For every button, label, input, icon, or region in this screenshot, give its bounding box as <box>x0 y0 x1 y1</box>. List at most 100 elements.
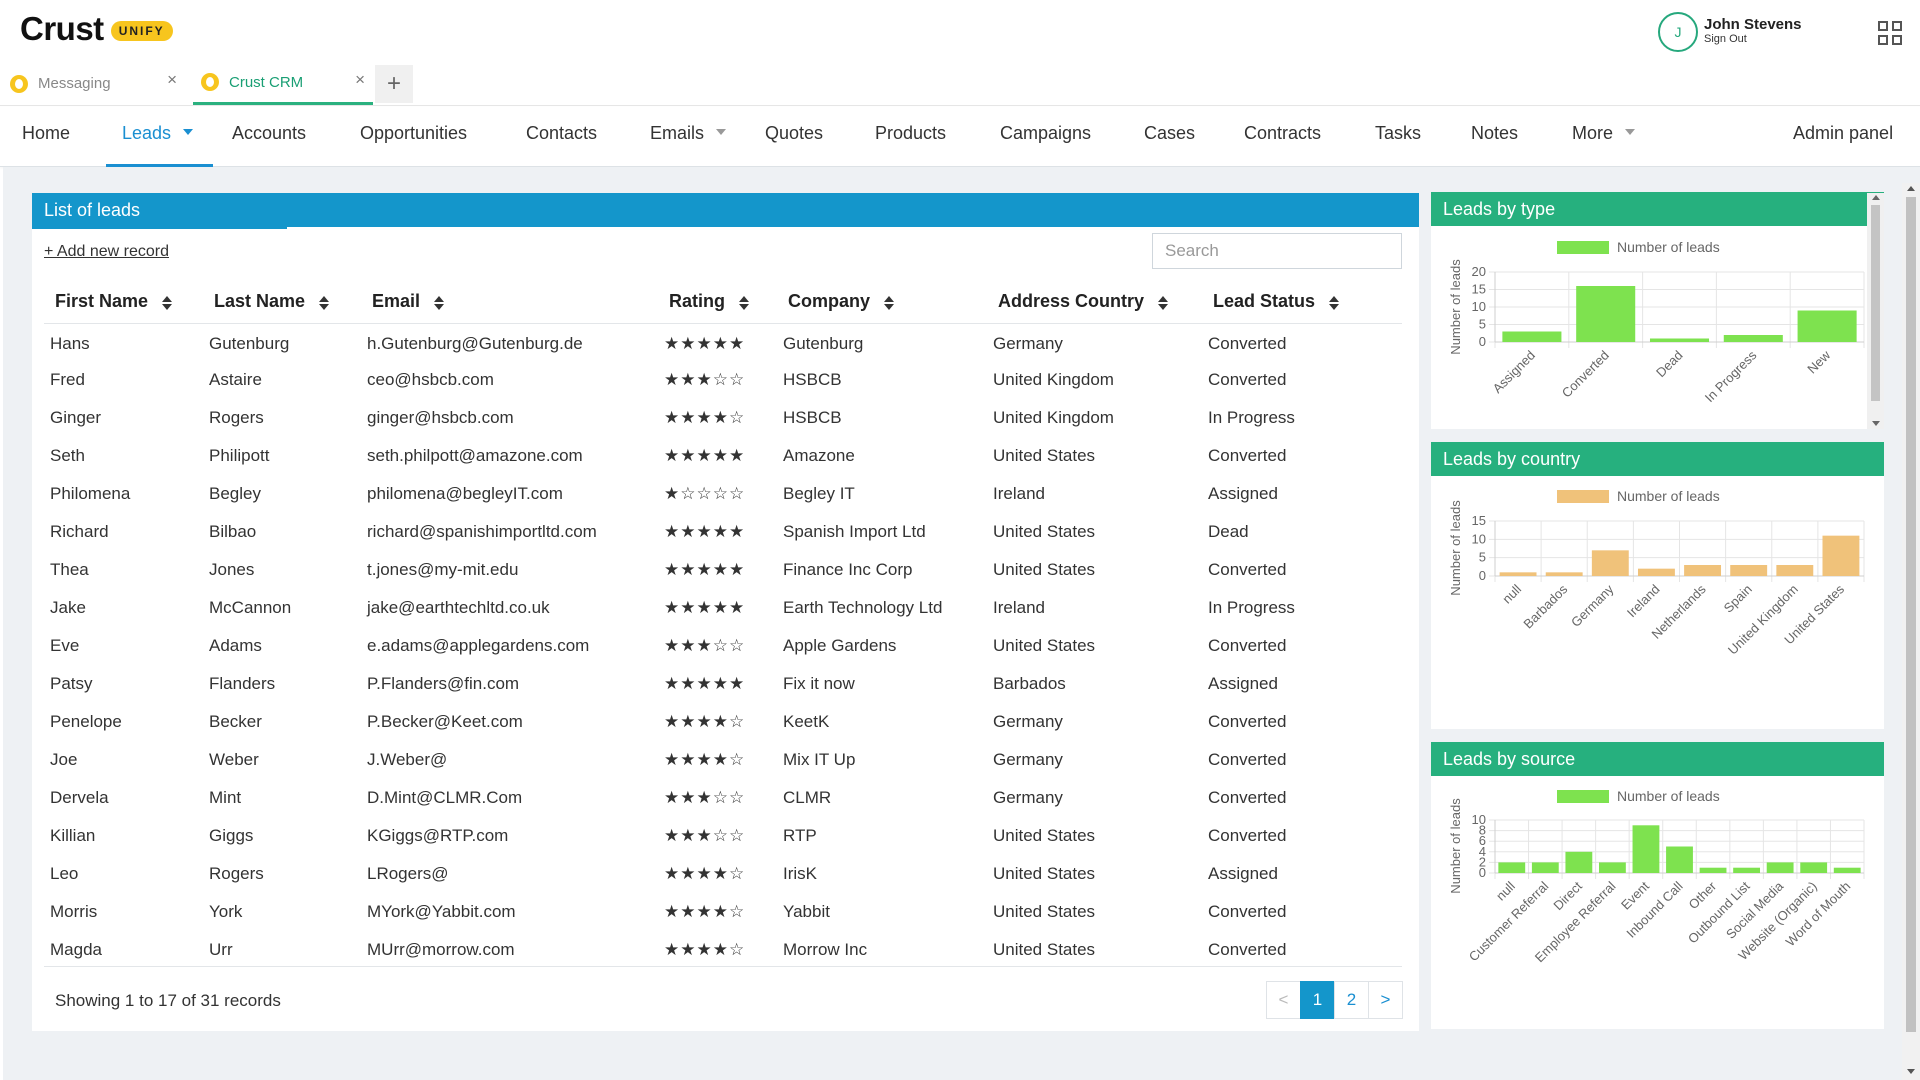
nav-tasks[interactable]: Tasks <box>1375 123 1422 143</box>
table-row[interactable]: Ginger Rogers ginger@hsbcb.com ★★★★☆ HSBCB Un… <box>44 399 1402 437</box>
legend-swatch <box>1557 241 1609 254</box>
nav-admin-panel[interactable]: Admin panel <box>1793 123 1894 143</box>
column-header-rating[interactable]: Rating <box>658 281 777 324</box>
status-cell: Converted <box>1208 560 1287 579</box>
logo[interactable]: Crust UNIFY <box>20 10 173 48</box>
table-row[interactable]: Morris York MYork@Yabbit.com ★★★★☆ Yabbit Uni… <box>44 893 1402 931</box>
scroll-up-icon[interactable] <box>1872 195 1880 200</box>
nav-emails[interactable]: Emails <box>650 107 727 167</box>
bar <box>1632 825 1660 873</box>
page-button-2[interactable]: 2 <box>1334 981 1369 1019</box>
nav-more-label: More <box>1572 123 1614 143</box>
user-menu[interactable]: J John Stevens Sign Out <box>1658 12 1802 52</box>
table-row[interactable]: Eve Adams e.adams@applegardens.com ★★★☆☆ App… <box>44 627 1402 665</box>
table-row[interactable]: Thea Jones t.jones@my-mit.edu ★★★★★ Finance … <box>44 551 1402 589</box>
sort-icon[interactable] <box>739 295 749 310</box>
bar <box>1723 335 1783 342</box>
add-tab-button[interactable]: + <box>375 65 413 103</box>
x-tick-label: Dead <box>1653 348 1686 381</box>
close-icon[interactable]: × <box>167 70 177 89</box>
bar <box>1637 568 1675 576</box>
column-header-address-country[interactable]: Address Country <box>987 281 1202 324</box>
app-grid-icon[interactable] <box>1878 21 1902 45</box>
nav-leads[interactable]: Leads <box>106 107 213 167</box>
tab-crust-crm[interactable]: Crust CRM × <box>193 62 373 105</box>
column-header-email[interactable]: Email <box>361 281 658 324</box>
table-row[interactable]: Jake McCannon jake@earthtechltd.co.uk ★★★★★… <box>44 589 1402 627</box>
bar <box>1684 565 1722 576</box>
status-cell: Converted <box>1208 446 1287 465</box>
scroll-thumb[interactable] <box>1906 197 1916 1032</box>
last-name-cell: Giggs <box>209 826 254 845</box>
sort-icon[interactable] <box>884 295 895 310</box>
table-row[interactable]: Richard Bilbao richard@spanishimportltd.co… <box>44 513 1402 551</box>
close-icon[interactable]: × <box>355 70 365 89</box>
nav-products[interactable]: Products <box>875 123 947 143</box>
bar <box>1498 862 1526 873</box>
nav-campaigns[interactable]: Campaigns <box>1000 123 1092 143</box>
bar <box>1800 862 1828 873</box>
nav-opportunities[interactable]: Opportunities <box>360 123 468 143</box>
last-name-cell: Rogers <box>209 864 264 883</box>
last-name-cell: Astaire <box>209 370 262 389</box>
page-scrollbar[interactable] <box>1902 183 1920 1080</box>
bar <box>1833 867 1861 873</box>
table-row[interactable]: Leo Rogers LRogers@ ★★★★☆ IrisK United States… <box>44 855 1402 893</box>
table-row[interactable]: Hans Gutenburg h.Gutenburg@Gutenburg.de ★★★… <box>44 323 1402 361</box>
column-header-last-name[interactable]: Last Name <box>203 281 361 324</box>
bar <box>1565 851 1593 873</box>
nav-accounts[interactable]: Accounts <box>232 123 307 143</box>
add-new-record-link[interactable]: + Add new record <box>44 243 169 260</box>
sort-icon[interactable] <box>434 295 445 310</box>
page-button-1[interactable]: 1 <box>1300 981 1335 1019</box>
nav-home[interactable]: Home <box>22 123 71 143</box>
status-cell: Converted <box>1208 788 1287 807</box>
country-cell: United States <box>993 864 1096 883</box>
first-name-cell: Leo <box>50 864 79 883</box>
nav-notes[interactable]: Notes <box>1471 123 1519 143</box>
country-cell: United Kingdom <box>993 370 1114 389</box>
nav-contracts[interactable]: Contracts <box>1244 123 1322 143</box>
legend-swatch <box>1557 490 1609 503</box>
table-row[interactable]: Fred Astaire ceo@hsbcb.com ★★★☆☆ HSBCB United… <box>44 361 1402 399</box>
table-row[interactable]: Seth Philipott seth.philpott@amazone.com ★★… <box>44 437 1402 475</box>
table-row[interactable]: Joe Weber J.Weber@ ★★★★☆ Mix IT Up Germany Con… <box>44 741 1402 779</box>
y-tick-label: 10 <box>1472 299 1486 314</box>
table-row[interactable]: Killian Giggs KGiggs@RTP.com ★★★☆☆ RTP United… <box>44 817 1402 855</box>
scroll-up-icon[interactable] <box>1907 186 1915 191</box>
sign-out-link[interactable]: Sign Out <box>1704 33 1747 45</box>
table-row[interactable]: Penelope Becker P.Becker@Keet.com ★★★★☆ Keet… <box>44 703 1402 741</box>
chart-title: Leads by country <box>1431 442 1884 476</box>
column-header-lead-status[interactable]: Lead Status <box>1202 281 1402 324</box>
scroll-down-icon[interactable] <box>1907 1069 1915 1074</box>
rating-stars: ★★★★☆ <box>664 864 746 884</box>
chart-panel-scrollbar[interactable] <box>1867 193 1884 429</box>
sort-icon[interactable] <box>319 295 330 310</box>
sort-icon[interactable] <box>1158 295 1169 310</box>
prev-page-button[interactable]: < <box>1266 981 1301 1019</box>
nav-contacts[interactable]: Contacts <box>526 123 598 143</box>
nav-cases[interactable]: Cases <box>1144 123 1196 143</box>
bar <box>1699 867 1727 873</box>
column-header-first-name[interactable]: First Name <box>44 281 203 324</box>
rating-stars: ★★★★☆ <box>664 408 746 428</box>
y-axis-label: Number of leads <box>1448 798 1463 894</box>
sort-icon[interactable] <box>162 295 173 310</box>
last-name-cell: Weber <box>209 750 259 769</box>
next-page-button[interactable]: > <box>1368 981 1403 1019</box>
column-header-company[interactable]: Company <box>777 281 987 324</box>
table-row[interactable]: Magda Urr MUrr@morrow.com ★★★★☆ Morrow Inc Un… <box>44 931 1402 969</box>
table-row[interactable]: Dervela Mint D.Mint@CLMR.Com ★★★☆☆ CLMR Germa… <box>44 779 1402 817</box>
scroll-thumb[interactable] <box>1871 205 1880 401</box>
table-row[interactable]: Philomena Begley philomena@begleyIT.com ★☆☆… <box>44 475 1402 513</box>
nav-more[interactable]: More <box>1572 107 1636 167</box>
nav-quotes[interactable]: Quotes <box>765 123 824 143</box>
search-input[interactable] <box>1152 233 1402 269</box>
tab-messaging[interactable]: Messaging × <box>0 62 185 105</box>
avatar[interactable]: J <box>1658 12 1698 52</box>
scroll-down-icon[interactable] <box>1872 421 1880 426</box>
table-row[interactable]: Patsy Flanders P.Flanders@fin.com ★★★★★ Fix … <box>44 665 1402 703</box>
sort-icon[interactable] <box>1329 295 1340 310</box>
first-name-cell: Hans <box>50 334 90 354</box>
